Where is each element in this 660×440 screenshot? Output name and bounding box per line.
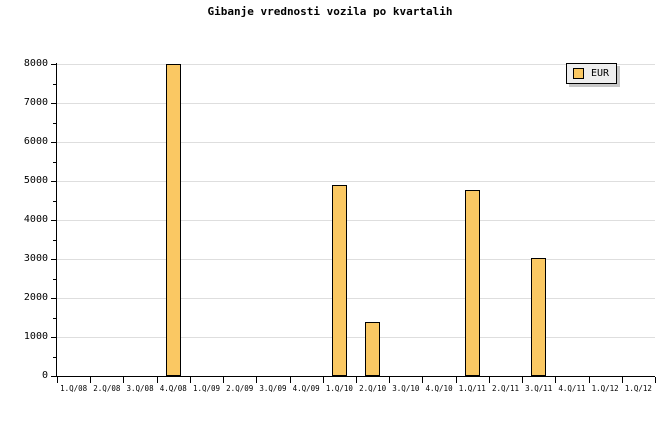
y-axis-minor-tick xyxy=(53,239,57,241)
y-axis-tick-label: 1000 xyxy=(23,331,48,342)
x-axis-tick xyxy=(57,377,58,383)
y-axis-tick-label: 8000 xyxy=(23,58,48,69)
x-axis-tick-label: 1.Q/08 xyxy=(60,384,88,393)
x-axis-tick xyxy=(290,377,291,383)
y-axis-minor-tick xyxy=(53,317,57,319)
gridline xyxy=(57,181,655,182)
x-axis-tick-label: 3.Q/10 xyxy=(392,384,420,393)
x-axis-tick-label: 1.Q/10 xyxy=(325,384,353,393)
x-axis-tick xyxy=(422,377,423,383)
x-axis-tick-label: 4.Q/09 xyxy=(292,384,320,393)
y-axis-tick-label: 6000 xyxy=(23,136,48,147)
x-axis-tick-label: 4.Q/08 xyxy=(159,384,187,393)
x-axis-tick xyxy=(356,377,357,383)
y-axis-minor-tick xyxy=(53,200,57,202)
bar[interactable] xyxy=(331,184,347,376)
x-axis-line xyxy=(56,376,655,377)
y-axis-minor-tick xyxy=(53,278,57,280)
x-axis-tick xyxy=(522,377,523,383)
x-axis-tick xyxy=(589,377,590,383)
x-axis-tick xyxy=(157,377,158,383)
x-axis-tick-label: 2.Q/10 xyxy=(359,384,387,393)
x-axis-tick xyxy=(389,377,390,383)
x-axis-tick xyxy=(123,377,124,383)
bar[interactable] xyxy=(365,322,381,376)
y-axis-minor-tick xyxy=(53,83,57,85)
bar[interactable] xyxy=(531,257,547,376)
x-axis-tick xyxy=(190,377,191,383)
x-axis-tick xyxy=(655,377,656,383)
x-axis-tick-label: 2.Q/08 xyxy=(93,384,121,393)
bar[interactable] xyxy=(464,189,480,376)
x-axis-tick-label: 3.Q/11 xyxy=(525,384,553,393)
y-axis-tick xyxy=(51,220,57,221)
y-axis-tick xyxy=(51,259,57,260)
gridline xyxy=(57,259,655,260)
gridline xyxy=(57,64,655,65)
gridline xyxy=(57,337,655,338)
y-axis-tick xyxy=(51,181,57,182)
gridline xyxy=(57,142,655,143)
x-axis-tick-label: 3.Q/09 xyxy=(259,384,287,393)
y-axis-minor-tick xyxy=(53,161,57,163)
gridline xyxy=(57,103,655,104)
x-axis-tick xyxy=(256,377,257,383)
y-axis-tick xyxy=(51,142,57,143)
x-axis-tick xyxy=(489,377,490,383)
x-axis-tick xyxy=(456,377,457,383)
x-axis-tick-label: 3.Q/08 xyxy=(126,384,154,393)
x-axis-tick xyxy=(90,377,91,383)
y-axis-tick-label: 2000 xyxy=(23,292,48,303)
plot-area xyxy=(57,64,655,377)
y-axis-tick-label: 5000 xyxy=(23,175,48,186)
gridline xyxy=(57,220,655,221)
x-axis-tick-label: 1.Q/12 xyxy=(624,384,652,393)
y-axis-tick xyxy=(51,64,57,65)
x-axis-tick xyxy=(323,377,324,383)
y-axis-minor-tick xyxy=(53,356,57,358)
legend-label-eur: EUR xyxy=(591,68,610,79)
y-axis-tick-label: 7000 xyxy=(23,97,48,108)
y-axis-tick-label: 4000 xyxy=(23,214,48,225)
x-axis-tick-label: 1.Q/11 xyxy=(458,384,486,393)
y-axis-tick xyxy=(51,376,57,377)
y-axis-tick xyxy=(51,298,57,299)
y-axis-tick xyxy=(51,337,57,338)
x-axis-tick-label: 2.Q/09 xyxy=(226,384,254,393)
page-title: Gibanje vrednosti vozila po kvartalih xyxy=(207,5,453,18)
y-axis-tick-label: 0 xyxy=(41,370,48,381)
y-axis-tick-label: 3000 xyxy=(23,253,48,264)
x-axis-tick xyxy=(622,377,623,383)
x-axis-tick-label: 4.Q/11 xyxy=(558,384,586,393)
gridline xyxy=(57,298,655,299)
bar[interactable] xyxy=(165,64,181,376)
x-axis-tick-label: 2.Q/11 xyxy=(491,384,520,393)
x-axis-tick xyxy=(555,377,556,383)
x-axis-tick-label: 4.Q/10 xyxy=(425,384,453,393)
legend[interactable]: EUR xyxy=(566,63,618,84)
y-axis-minor-tick xyxy=(53,122,57,124)
x-axis-tick xyxy=(223,377,224,383)
x-axis-tick-label: 1.Q/12 xyxy=(591,384,619,393)
legend-swatch-eur xyxy=(573,68,584,79)
x-axis-tick-label: 1.Q/09 xyxy=(192,384,221,393)
y-axis-tick xyxy=(51,103,57,104)
